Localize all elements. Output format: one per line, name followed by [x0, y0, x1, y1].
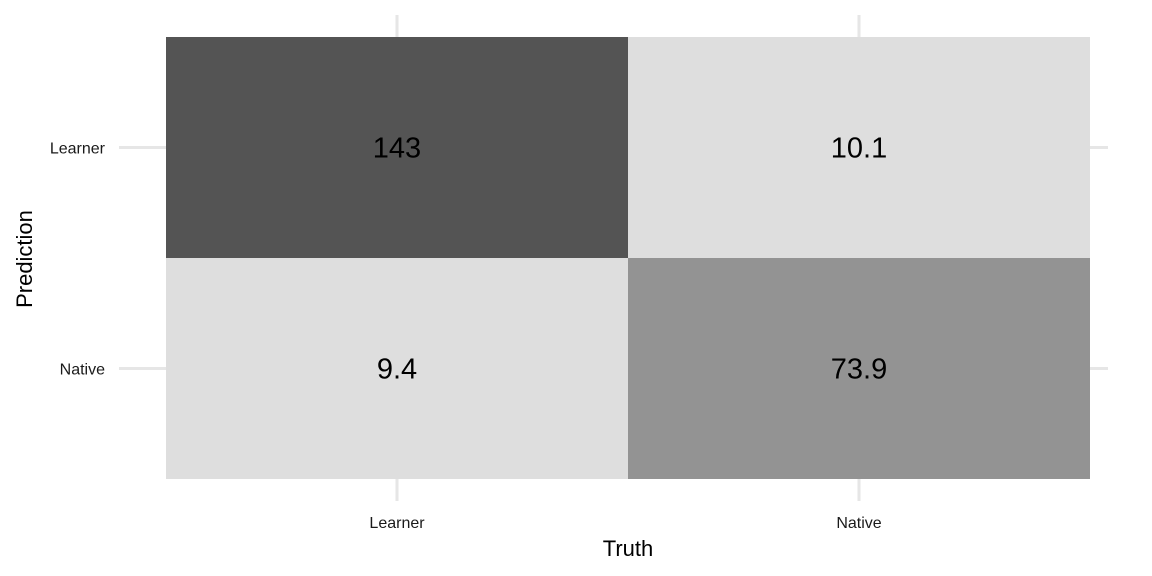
x-axis-title: Truth [603, 536, 654, 561]
cell-layer [166, 37, 1090, 479]
x-tick-label-native: Native [836, 515, 881, 532]
y-tick-label-native: Native [60, 362, 105, 379]
cell-label-layer: 143 10.1 9.4 73.9 [373, 133, 887, 386]
heatmap-cell-truth-native-pred-learner [628, 37, 1090, 258]
cell-value-label-truth-learner-pred-native: 9.4 [377, 354, 417, 386]
y-axis-title: Prediction [12, 210, 37, 308]
cell-value-label-truth-native-pred-learner: 10.1 [831, 133, 887, 165]
cell-value-label-truth-native-pred-native: 73.9 [831, 354, 887, 386]
y-tick-label-learner: Learner [50, 141, 106, 158]
heatmap-cell-truth-learner-pred-learner [166, 37, 628, 258]
cell-value-label-truth-learner-pred-learner: 143 [373, 133, 421, 165]
tick-label-layer: Learner Native Learner Native [50, 141, 882, 533]
heatmap-cell-truth-learner-pred-native [166, 258, 628, 479]
heatmap-cell-truth-native-pred-native [628, 258, 1090, 479]
x-tick-label-learner: Learner [369, 515, 425, 532]
